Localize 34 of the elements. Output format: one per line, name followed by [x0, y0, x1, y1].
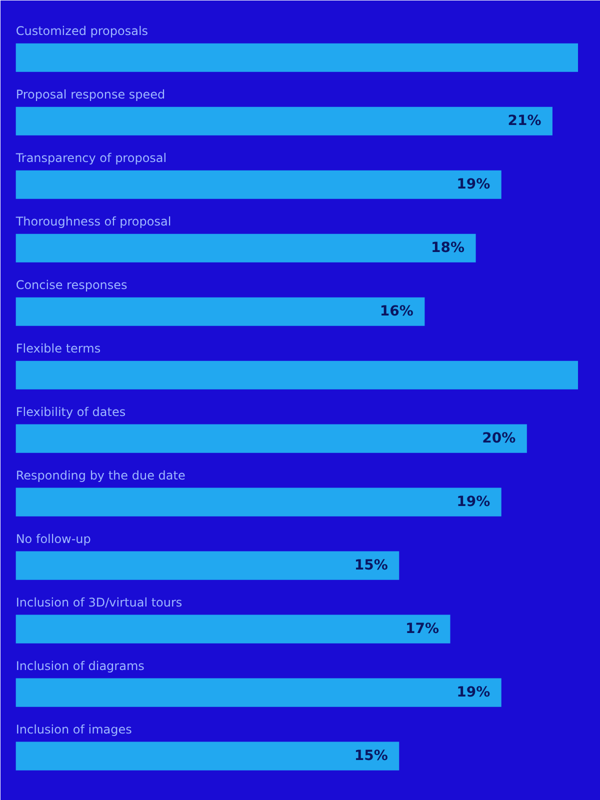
y-tick-label: Flexibility of dates	[16, 404, 126, 419]
bar	[16, 742, 400, 770]
bar	[16, 678, 502, 707]
data-label: 17%	[405, 621, 440, 638]
y-tick-label: Customized proposals	[16, 24, 148, 38]
data-label: 19%	[456, 494, 490, 510]
bar	[16, 297, 425, 326]
bar	[16, 234, 476, 262]
bar	[16, 106, 552, 136]
y-tick-label: Responding by the due date	[16, 468, 186, 482]
y-tick-label: Transparency of proposal	[14, 150, 167, 165]
bar	[16, 488, 502, 516]
data-label: 15%	[354, 748, 388, 764]
bar	[16, 614, 450, 644]
y-tick-label: Flexible terms	[16, 341, 101, 356]
bar	[16, 424, 527, 453]
bar	[16, 43, 578, 72]
y-tick-label: Inclusion of images	[16, 722, 132, 736]
y-tick-label: Proposal response speed	[16, 87, 166, 102]
y-tick-label: Inclusion of diagrams	[16, 658, 144, 673]
bar	[16, 360, 578, 390]
y-tick-label: Thoroughness of proposal	[14, 214, 172, 228]
y-tick-label: Concise responses	[16, 278, 128, 292]
y-tick-label: Inclusion of 3D/virtual tours	[16, 595, 182, 610]
data-label: 19%	[456, 684, 490, 701]
data-label: 21%	[508, 113, 542, 130]
bar	[16, 551, 400, 580]
data-label: 15%	[354, 558, 388, 574]
data-label: 18%	[431, 240, 465, 256]
data-label: 16%	[380, 304, 414, 320]
bar	[16, 170, 502, 199]
data-label: 20%	[482, 430, 516, 447]
data-label: 19%	[456, 176, 490, 193]
y-tick-label: No follow-up	[16, 532, 91, 546]
